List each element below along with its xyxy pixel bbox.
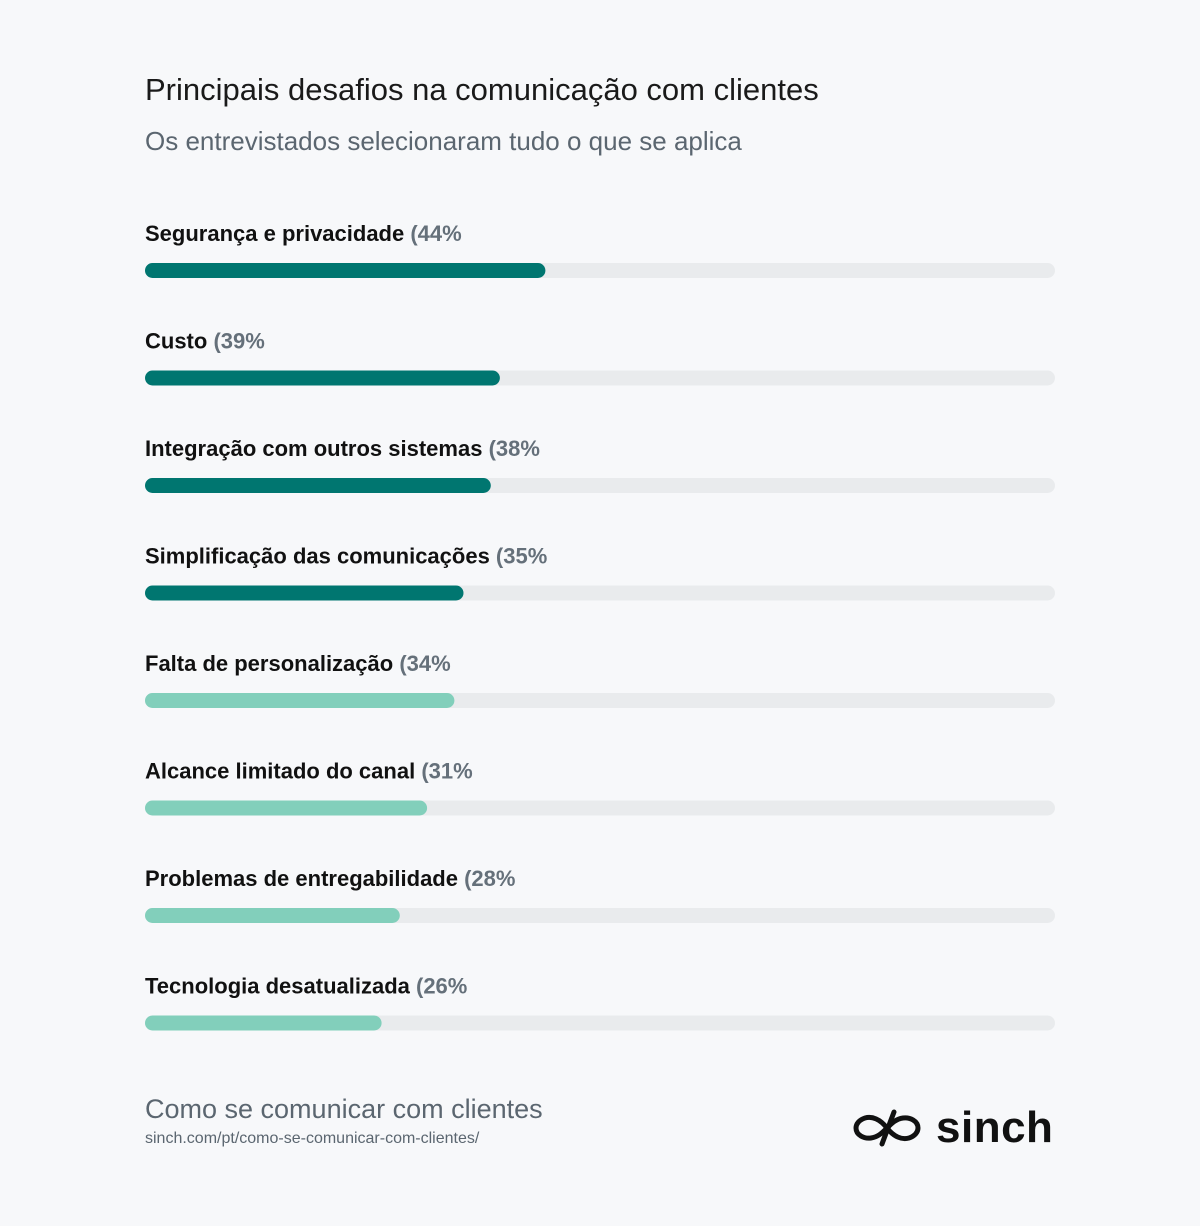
footer-url[interactable]: sinch.com/pt/como-se-comunicar-com-clien…	[145, 1130, 480, 1147]
bar-label: Integração com outros sistemas (38%	[145, 436, 540, 461]
bar-label: Tecnologia desatualizada (26%	[145, 974, 467, 999]
sinch-infinity-icon	[853, 1109, 921, 1147]
category-label: Custo	[145, 329, 213, 354]
value-label: (34%	[399, 651, 450, 676]
bar-label: Custo (39%	[145, 329, 265, 354]
logo-text: sinch	[936, 1103, 1054, 1152]
bar-label: Alcance limitado do canal (31%	[145, 759, 473, 784]
bar-label: Falta de personalização (34%	[145, 651, 451, 676]
value-label: (28%	[464, 866, 515, 891]
value-label: (39%	[213, 329, 264, 354]
bar-label: Simplificação das comunicações (35%	[145, 544, 547, 569]
category-label: Integração com outros sistemas	[145, 436, 489, 461]
bar-label: Segurança e privacidade (44%	[145, 221, 462, 246]
bar	[145, 693, 455, 708]
category-label: Alcance limitado do canal	[145, 759, 421, 784]
footer-title: Como se comunicar com clientes	[145, 1094, 543, 1124]
value-label: (44%	[410, 221, 461, 246]
chart-title: Principais desafios na comunicação com c…	[145, 72, 819, 107]
sinch-logo: sinch	[852, 1104, 1056, 1152]
category-label: Falta de personalização	[145, 651, 399, 676]
bar	[145, 263, 546, 278]
chart-subtitle: Os entrevistados selecionaram tudo o que…	[145, 126, 742, 156]
bar	[145, 908, 400, 923]
category-label: Problemas de entregabilidade	[145, 866, 464, 891]
bar	[145, 478, 491, 493]
bar-label: Problemas de entregabilidade (28%	[145, 866, 515, 891]
bar	[145, 1015, 382, 1031]
bar	[145, 585, 464, 601]
bar	[145, 800, 428, 816]
category-label: Segurança e privacidade	[145, 221, 410, 246]
value-label: (26%	[416, 974, 467, 999]
value-label: (35%	[496, 544, 547, 569]
value-label: (38%	[489, 436, 540, 461]
bar	[145, 370, 500, 386]
category-label: Tecnologia desatualizada	[145, 974, 416, 999]
category-label: Simplificação das comunicações	[145, 544, 496, 569]
value-label: (31%	[421, 759, 472, 784]
